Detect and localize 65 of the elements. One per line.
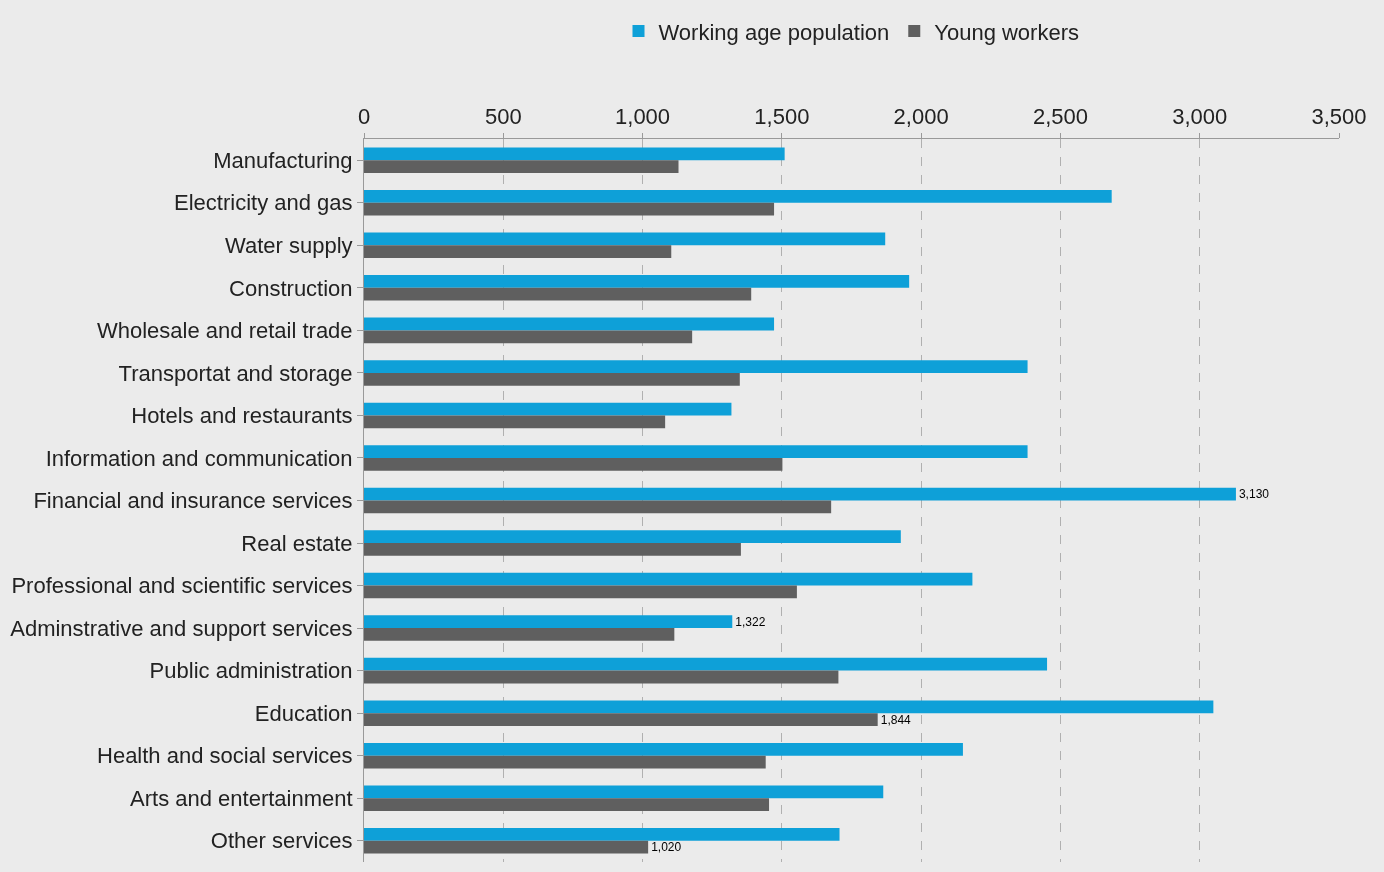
y-tick-label: Hotels and restaurants <box>131 403 353 429</box>
bar <box>364 330 693 344</box>
bar <box>364 415 666 429</box>
y-tick-label: Wholesale and retail trade <box>97 318 353 344</box>
y-tick-label: Water supply <box>225 233 353 259</box>
y-tick-label: Other services <box>210 828 353 854</box>
x-tick-label: 1,500 <box>754 104 810 130</box>
y-tick-label: Public administration <box>149 658 353 684</box>
bar <box>364 700 1214 714</box>
y-tick-label: Adminstrative and support services <box>10 615 353 641</box>
bar <box>364 245 672 259</box>
bar <box>364 147 785 161</box>
bar <box>364 657 1048 671</box>
data-label: 1,020 <box>651 840 682 855</box>
bar <box>364 543 741 556</box>
legend-label: Working age population <box>658 19 890 45</box>
bar <box>364 500 832 514</box>
y-tick-label: Professional and scientific services <box>11 573 353 599</box>
bar <box>364 402 732 416</box>
y-tick-label: Electricity and gas <box>174 190 353 216</box>
bar <box>364 190 1112 203</box>
bar <box>364 457 783 471</box>
bar <box>364 275 910 288</box>
x-tick-label: 3,000 <box>1172 104 1228 130</box>
bar <box>364 585 797 599</box>
bar <box>364 232 886 246</box>
bar <box>364 572 973 586</box>
bar <box>364 827 840 841</box>
y-tick-label: Information and communication <box>45 445 353 471</box>
data-label: 1,844 <box>880 712 912 727</box>
x-tick-label: 2,000 <box>893 104 949 130</box>
x-tick-label: 3,500 <box>1311 104 1367 130</box>
bar <box>364 160 679 174</box>
bar <box>364 798 770 811</box>
bar <box>364 445 1028 458</box>
bar <box>364 372 740 386</box>
bar <box>364 360 1028 373</box>
bar <box>364 785 884 799</box>
bar <box>364 628 675 641</box>
bar <box>364 202 775 216</box>
bar <box>364 742 963 756</box>
x-tick-label: 2,500 <box>1032 104 1088 130</box>
data-label: 3,130 <box>1238 487 1270 502</box>
legend-label: Young workers <box>934 19 1079 45</box>
x-tick-label: 500 <box>484 104 522 130</box>
bar <box>364 615 733 629</box>
y-tick-label: Education <box>254 700 353 726</box>
y-tick-label: Manufacturing <box>213 147 353 173</box>
bar <box>364 317 775 331</box>
x-tick-label: 0 <box>357 104 371 130</box>
y-tick-label: Health and social services <box>97 743 353 769</box>
y-tick-label: Construction <box>229 275 353 301</box>
bar <box>364 713 878 726</box>
bar <box>364 670 839 684</box>
data-label: 1,322 <box>735 614 766 629</box>
bar <box>364 487 1236 501</box>
y-tick-label: Arts and entertainment <box>130 785 353 811</box>
y-tick-label: Real estate <box>241 530 353 556</box>
bar <box>364 530 901 544</box>
bar <box>364 755 766 769</box>
y-tick-label: Transportat and storage <box>118 360 353 386</box>
bar <box>364 287 752 301</box>
bar <box>364 840 649 854</box>
x-tick-label: 1,000 <box>615 104 671 130</box>
y-tick-label: Financial and insurance services <box>33 488 353 514</box>
